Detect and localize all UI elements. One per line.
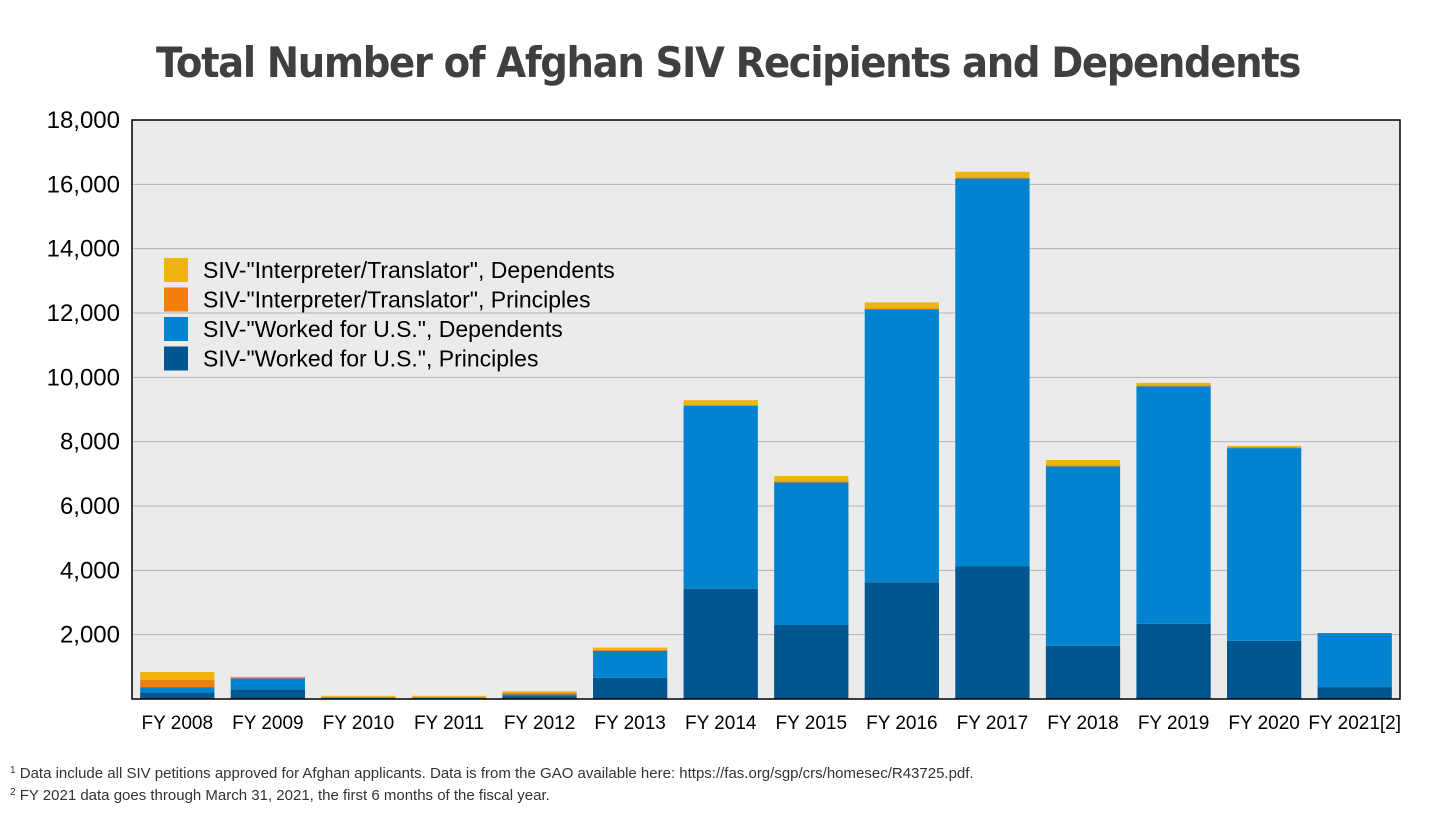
legend-swatch bbox=[164, 287, 188, 312]
x-tick-label: FY 2010 bbox=[323, 713, 394, 734]
bar-segment-1 bbox=[955, 178, 1030, 567]
bar-segment-3 bbox=[321, 695, 396, 697]
legend: SIV-"Interpreter/Translator", Dependents… bbox=[164, 257, 615, 372]
bar-segment-2 bbox=[411, 696, 487, 699]
y-tick-label: 10,000 bbox=[47, 364, 120, 391]
bar-segment-0 bbox=[683, 588, 758, 699]
footnote-1-text: Data include all SIV petitions approved … bbox=[19, 765, 974, 782]
y-tick-label: 12,000 bbox=[47, 300, 120, 327]
plot-frame bbox=[131, 119, 1401, 700]
bar-segment-3 bbox=[1045, 460, 1121, 466]
bar-segment-1 bbox=[1136, 386, 1211, 624]
bar-segment-2 bbox=[1136, 385, 1211, 387]
x-axis-ticks: FY 2008 FY 2009 FY 2010 FY 2011 FY 2012 FY 20… bbox=[142, 713, 1401, 734]
bar-segment-2 bbox=[683, 404, 758, 406]
legend-label: SIV-"Interpreter/Translator", Dependents bbox=[203, 257, 615, 283]
footnote-2-text: FY 2021 data goes through March 31, 2021… bbox=[19, 787, 550, 804]
bar-segment-3 bbox=[593, 647, 668, 650]
bar-segment-1 bbox=[593, 650, 668, 678]
bar-segment-0 bbox=[140, 692, 215, 699]
bar-segment-3 bbox=[1136, 382, 1211, 386]
bar-segment-3 bbox=[683, 400, 758, 405]
bar-segment-1 bbox=[774, 482, 849, 626]
bar-segment-2 bbox=[593, 649, 668, 651]
x-tick-label: FY 2013 bbox=[594, 713, 665, 734]
footnote-2: 2 FY 2021 data goes through March 31, 20… bbox=[10, 787, 550, 804]
x-tick-label: FY 2016 bbox=[866, 713, 937, 734]
x-tick-label: FY 2019 bbox=[1138, 713, 1209, 734]
legend-swatch bbox=[164, 258, 188, 282]
bar-segment-1 bbox=[1045, 466, 1121, 646]
bar-segment-2 bbox=[864, 308, 939, 310]
footnote-1-mark: 1 bbox=[10, 765, 16, 776]
y-tick-label: 18,000 bbox=[47, 107, 120, 134]
bar-segment-2 bbox=[321, 696, 396, 699]
y-tick-label: 2,000 bbox=[60, 622, 120, 649]
x-tick-label: FY 2018 bbox=[1047, 713, 1118, 734]
x-tick-label: FY 2015 bbox=[776, 713, 847, 734]
bar-segment-1 bbox=[864, 309, 939, 583]
bar-segment-0 bbox=[1045, 645, 1121, 699]
x-tick-label: FY 2017 bbox=[957, 713, 1028, 734]
legend-label: SIV-"Interpreter/Translator", Principles bbox=[203, 287, 590, 313]
bar-segment-3 bbox=[955, 171, 1030, 178]
y-tick-label: 16,000 bbox=[47, 171, 120, 198]
bar-segment-2 bbox=[140, 679, 215, 688]
x-tick-label: FY 2020 bbox=[1228, 713, 1299, 734]
bar-segment-2 bbox=[1227, 447, 1302, 449]
bar-segment-3 bbox=[502, 691, 577, 693]
x-tick-label: FY 2008 bbox=[142, 713, 213, 734]
bar-segment-1 bbox=[683, 405, 758, 589]
y-axis-ticks: 2,000 4,000 6,000 8,000 10,000 12,000 14,000 16… bbox=[47, 107, 120, 649]
bar-segment-1 bbox=[502, 694, 577, 697]
bar-segment-2 bbox=[230, 677, 305, 679]
bar-segment-0 bbox=[1136, 623, 1211, 699]
bar-segment-2 bbox=[774, 481, 849, 483]
bar-segment-0 bbox=[1227, 640, 1302, 699]
legend-swatch bbox=[164, 317, 188, 341]
footnote-1: 1 Data include all SIV petitions approve… bbox=[10, 765, 974, 782]
x-tick-label: FY 2021[2] bbox=[1308, 713, 1401, 734]
bar-segment-0 bbox=[774, 625, 849, 699]
bars bbox=[140, 171, 1392, 699]
bar-segment-2 bbox=[1045, 465, 1121, 467]
bar-segment-2 bbox=[502, 692, 577, 695]
x-tick-label: FY 2014 bbox=[685, 713, 757, 734]
bar-segment-3 bbox=[230, 676, 305, 678]
legend-label: SIV-"Worked for U.S.", Principles bbox=[203, 346, 538, 372]
bar-segment-1 bbox=[230, 678, 305, 690]
bar-segment-0 bbox=[230, 689, 305, 699]
bar-segment-1 bbox=[1227, 448, 1302, 641]
y-tick-label: 6,000 bbox=[60, 493, 120, 520]
footnote-2-mark: 2 bbox=[10, 787, 16, 798]
y-tick-label: 14,000 bbox=[47, 236, 120, 263]
bar-segment-0 bbox=[955, 566, 1030, 699]
legend-swatch bbox=[164, 346, 188, 371]
x-tick-label: FY 2009 bbox=[232, 713, 303, 734]
x-tick-label: FY 2011 bbox=[414, 713, 484, 734]
bar-segment-0 bbox=[864, 582, 939, 699]
bar-segment-3 bbox=[1227, 445, 1302, 448]
bar-segment-2 bbox=[955, 177, 1030, 179]
bar-segment-3 bbox=[411, 695, 487, 697]
bar-segment-0 bbox=[593, 677, 668, 699]
bar-segment-0 bbox=[502, 696, 577, 699]
bar-segment-3 bbox=[140, 671, 215, 680]
bar-segment-1 bbox=[1317, 633, 1392, 688]
chart-title: Total Number of Afghan SIV Recipients an… bbox=[156, 38, 1301, 87]
y-tick-label: 8,000 bbox=[60, 429, 120, 456]
bar-segment-1 bbox=[140, 687, 215, 693]
legend-label: SIV-"Worked for U.S.", Dependents bbox=[203, 316, 563, 342]
x-tick-label: FY 2012 bbox=[504, 713, 575, 734]
y-tick-label: 4,000 bbox=[60, 557, 120, 584]
bar-segment-3 bbox=[864, 302, 939, 309]
bar-segment-0 bbox=[1317, 687, 1392, 699]
bar-segment-3 bbox=[774, 476, 849, 482]
